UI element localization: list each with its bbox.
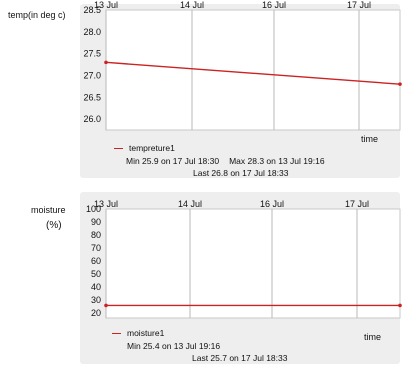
moisture-x-tick-label: 13 Jul <box>94 199 118 209</box>
moisture-min-stat: Min 25.4 on 13 Jul 19:16 <box>127 341 221 351</box>
temperature-plot[interactable]: 13 Jul 14 Jul 16 Jul 17 Jul 28.5 28.0 27.5 27.0… <box>0 0 404 180</box>
temperature-y-tick-label: 28.5 <box>83 5 101 15</box>
temperature-series-line[interactable] <box>105 61 401 85</box>
moisture-x-axis-label: time <box>364 332 382 342</box>
temperature-data-point[interactable] <box>104 60 108 65</box>
moisture-stats-row2: Last 25.7 on 17 Jul 18:33 <box>192 353 297 363</box>
temperature-max-stat: Max 28.3 on 13 Jul 19:16 <box>229 156 325 166</box>
temperature-x-tick-label: 14 Jul <box>180 0 204 10</box>
moisture-y-tick-label: 40 <box>91 282 101 292</box>
moisture-y-tick-label: 100 <box>86 204 101 214</box>
temperature-legend-label: tempreture1 <box>129 143 175 153</box>
moisture-data-point[interactable] <box>398 303 402 308</box>
moisture-plot[interactable]: 13 Jul 14 Jul 16 Jul 17 Jul 100 90 80 70 60 50 40 3… <box>0 186 404 366</box>
temperature-chart: temp(in deg c) 13 Jul 14 Jul 16 Jul 17 Jul 2… <box>0 0 404 180</box>
temperature-y-tick-label: 26.0 <box>83 114 101 124</box>
temperature-x-tick-label: 17 Jul <box>347 0 371 10</box>
temperature-y-axis-label: temp(in deg c) <box>8 10 66 20</box>
moisture-y-tick-label: 20 <box>91 308 101 318</box>
temperature-min-stat: Min 25.9 on 17 Jul 18:30 <box>126 156 220 166</box>
moisture-x-tick-label: 17 Jul <box>345 199 369 209</box>
moisture-y-tick-label: 30 <box>91 295 101 305</box>
temperature-x-tick-label: 13 Jul <box>94 0 118 10</box>
moisture-x-tick-label: 14 Jul <box>178 199 202 209</box>
temperature-last-stat: Last 26.8 on 17 Jul 18:33 <box>193 168 289 178</box>
moisture-y-axis-label: moisture <box>31 205 66 215</box>
moisture-legend-label: moisture1 <box>127 328 165 338</box>
moisture-legend-swatch <box>112 333 121 335</box>
moisture-y-tick-label: 90 <box>91 217 101 227</box>
temperature-y-tick-label: 27.0 <box>83 70 101 80</box>
temperature-y-tick-label: 26.5 <box>83 92 101 102</box>
temperature-stats-row2: Last 26.8 on 17 Jul 18:33 <box>193 168 298 178</box>
moisture-stats-row1: Min 25.4 on 13 Jul 19:16 <box>127 341 230 351</box>
temperature-legend-swatch <box>114 148 123 150</box>
temperature-x-axis-label: time <box>361 134 379 144</box>
moisture-x-tick-label: 16 Jul <box>260 199 284 209</box>
temperature-data-point[interactable] <box>398 82 402 86</box>
moisture-y-axis-unit: (%) <box>46 220 62 231</box>
moisture-legend[interactable]: moisture1 <box>112 328 164 338</box>
moisture-plot-area <box>105 208 401 319</box>
temperature-y-tick-label: 27.5 <box>83 49 101 59</box>
temperature-y-tick-label: 28.0 <box>83 27 101 37</box>
moisture-y-tick-label: 60 <box>91 256 101 266</box>
temperature-legend[interactable]: tempreture1 <box>114 143 175 153</box>
moisture-data-point[interactable] <box>104 303 108 308</box>
moisture-y-tick-label: 70 <box>91 243 101 253</box>
temperature-x-tick-label: 16 Jul <box>262 0 286 10</box>
moisture-y-tick-label: 80 <box>91 230 101 240</box>
temperature-stats-row1: Min 25.9 on 17 Jul 18:30 Max 28.3 on 13 J… <box>126 156 335 166</box>
temperature-plot-area <box>105 9 401 131</box>
moisture-y-tick-label: 50 <box>91 269 101 279</box>
moisture-chart: moisture (%) 13 Jul 14 Jul 16 Jul 17 Jul 100… <box>0 186 404 366</box>
moisture-last-stat: Last 25.7 on 17 Jul 18:33 <box>192 353 288 363</box>
